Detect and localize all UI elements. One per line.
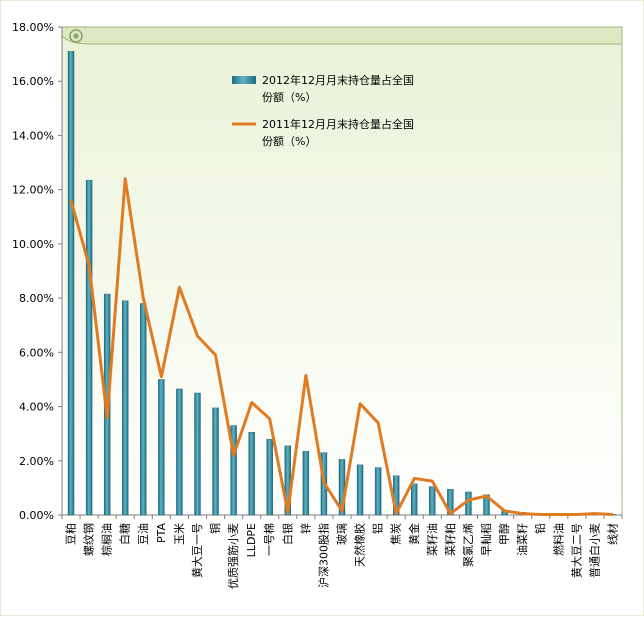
- bar: [302, 451, 310, 516]
- y-tick-label: 18.00%: [12, 21, 54, 34]
- x-tick-label: 黄大豆二号: [569, 523, 583, 578]
- bar: [140, 303, 147, 516]
- x-tick-label: 铅: [533, 523, 547, 534]
- bar: [266, 438, 273, 516]
- x-tick-label: 焦炭: [390, 523, 403, 545]
- x-tick-label: 铜: [208, 523, 222, 534]
- x-tick-label: 聚氯乙烯: [461, 523, 475, 567]
- x-tick-label: 菜籽粕: [443, 523, 457, 556]
- bar: [429, 486, 436, 516]
- bar: [176, 388, 183, 516]
- x-tick-label: 沪深300股指: [316, 523, 330, 588]
- x-tick-label: 豆粕: [64, 523, 78, 545]
- x-tick-label: LLDPE: [245, 523, 258, 557]
- x-tick-label: 普通白小麦: [587, 523, 601, 578]
- x-tick-label: PTA: [155, 523, 168, 543]
- bar: [374, 467, 382, 516]
- y-tick-label: 2.00%: [19, 455, 54, 468]
- x-tick-label: 油菜籽: [515, 523, 529, 556]
- y-tick-label: 10.00%: [12, 238, 54, 251]
- bar: [212, 407, 219, 516]
- x-tick-label: 棕榈油: [100, 523, 114, 556]
- x-tick-label: 玉米: [173, 523, 186, 545]
- bar: [411, 483, 418, 516]
- x-axis: 豆粕 螺纹钢 棕榈油 白糖 豆油 PTA 玉米 黄大豆一号铜优质强筋小麦 LLDPE 一号棉 白银锌…: [61, 515, 623, 589]
- x-tick-label: 燃料油: [551, 523, 565, 556]
- bar: [67, 51, 75, 516]
- x-tick-label: 甲醇: [497, 523, 511, 545]
- legend-label-bar-line2: 份额（%）: [262, 91, 316, 104]
- x-tick-label: 玻璃: [335, 523, 349, 545]
- x-tick-label: 一号棉: [262, 523, 276, 556]
- y-tick-label: 8.00%: [19, 292, 54, 305]
- x-tick-label: 铝: [371, 523, 385, 534]
- line-series: [69, 177, 614, 516]
- x-tick-label: 天然橡胶: [353, 523, 367, 567]
- legend-label-line-line1: 2011年12月月末持仓量占全国: [262, 117, 414, 131]
- x-tick-label: 优质强筋小麦: [226, 523, 240, 589]
- y-tick-label: 4.00%: [19, 401, 54, 414]
- x-tick-label: 线材: [605, 523, 619, 545]
- y-tick-label: 16.00%: [12, 75, 54, 88]
- x-tick-label: 黄金: [407, 523, 421, 545]
- x-tick-label: 白银: [280, 523, 294, 545]
- x-tick-label: 豆油: [136, 523, 150, 545]
- y-tick-label: 6.00%: [19, 346, 54, 359]
- series-line: [69, 177, 614, 516]
- x-tick-label: 菜籽油: [425, 523, 439, 556]
- legend: 2012年12月月末持仓量占全国 份额（%） 2011年12月月末持仓量占全国 …: [232, 73, 414, 148]
- legend-label-bar-line1: 2012年12月月末持仓量占全国: [262, 73, 414, 87]
- scroll-ornament: [69, 29, 83, 43]
- plot-header-band: [61, 26, 623, 45]
- x-tick-label: 早籼稻: [480, 523, 493, 556]
- x-tick-label: 黄大豆一号: [190, 523, 204, 578]
- bar: [194, 392, 201, 516]
- x-tick-label: 螺纹钢: [82, 523, 96, 556]
- y-tick-label: 0.00%: [19, 509, 54, 522]
- y-tick-label: 14.00%: [12, 129, 54, 142]
- legend-label-line-line2: 份额（%）: [262, 135, 316, 148]
- y-tick-label: 12.00%: [12, 184, 54, 197]
- y-axis: 0.00% 2.00% 4.00% 6.00% 8.00% 10.00% 12.00% 14.…: [12, 21, 62, 522]
- bar: [122, 300, 129, 516]
- plot-area: [61, 26, 623, 516]
- x-tick-label: 白糖: [118, 523, 132, 545]
- bar: [248, 432, 255, 516]
- bar: [85, 179, 93, 516]
- bar: [158, 379, 165, 516]
- bar: [356, 464, 364, 516]
- bar: [230, 425, 237, 516]
- x-tick-label: 锌: [298, 523, 312, 534]
- legend-swatch-bar: [232, 76, 256, 84]
